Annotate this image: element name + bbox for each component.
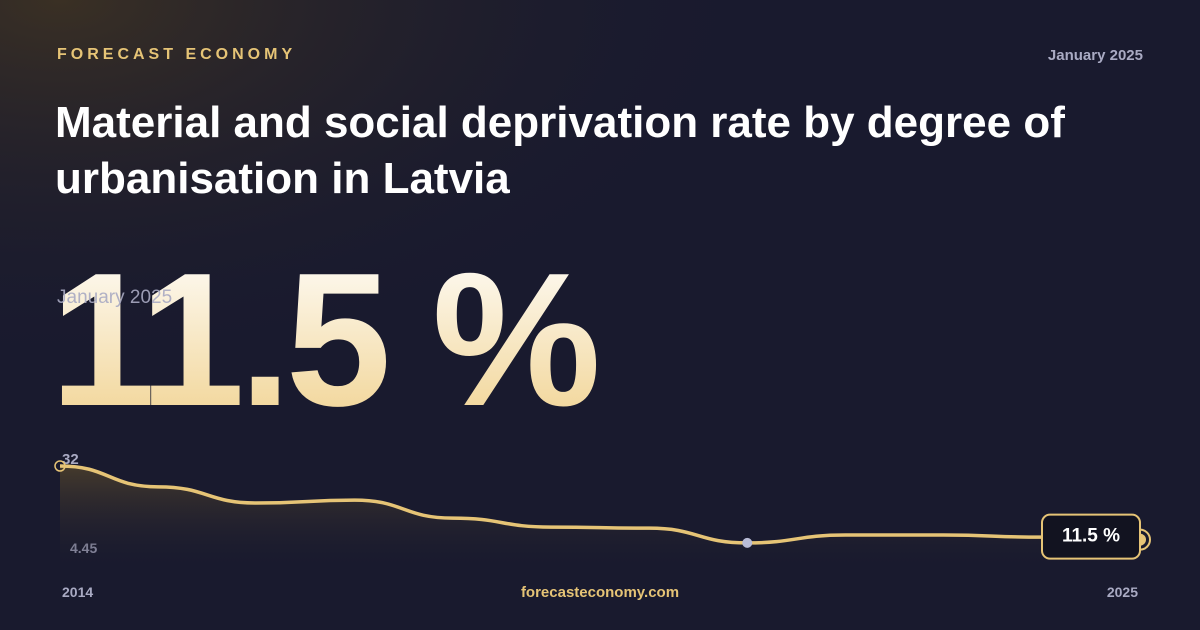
start-point <box>54 460 66 472</box>
end-label-box <box>1041 513 1141 560</box>
end-label: 11.5 % <box>1062 526 1120 547</box>
x-tick-label: 2014 <box>62 584 93 600</box>
headline-value: 11.5 % <box>50 234 596 446</box>
chart-title: Material and social deprivation rate by … <box>55 98 1065 203</box>
footer: forecasteconomy.com <box>521 584 679 601</box>
min-point <box>742 537 753 548</box>
area <box>60 466 1140 565</box>
date: January 2025 <box>1048 47 1143 64</box>
x-tick-label: 2025 <box>1107 584 1138 600</box>
title-box: Material and social deprivation rate by … <box>55 98 1065 203</box>
plot: 4.45322014202511.5 % <box>54 451 1151 600</box>
brand: FORECAST ECONOMY <box>57 46 296 63</box>
subtitle: January 2025 <box>57 287 172 308</box>
y-tick-label: 32 <box>62 451 79 468</box>
line <box>59 464 1141 545</box>
